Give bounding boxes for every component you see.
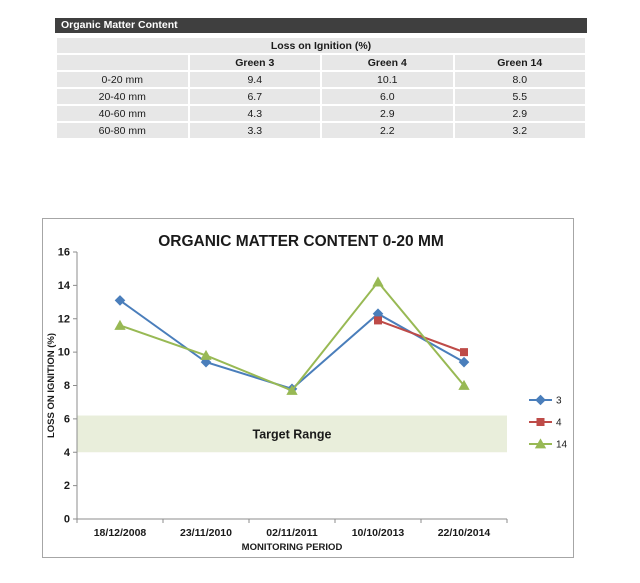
- legend-marker-14: [534, 438, 547, 449]
- y-tick-label: 0: [64, 514, 70, 526]
- y-tick-label: 2: [64, 480, 70, 492]
- row-label: 60-80 mm: [57, 123, 188, 138]
- table-column-header-row: Green 3 Green 4 Green 14: [57, 55, 585, 70]
- cell: 6.7: [189, 89, 320, 104]
- chart-title: ORGANIC MATTER CONTENT 0-20 MM: [158, 233, 444, 250]
- table-row: 0-20 mm 9.4 10.1 8.0: [57, 72, 585, 87]
- cell: 8.0: [454, 72, 585, 87]
- col-header-green4: Green 4: [322, 55, 453, 70]
- cell: 9.4: [189, 72, 320, 87]
- cell: 4.3: [189, 106, 320, 121]
- x-tick-label: 23/11/2010: [180, 527, 232, 539]
- cell: 3.3: [189, 123, 320, 138]
- row-label: 20-40 mm: [57, 89, 188, 104]
- series-marker-4: [460, 348, 468, 357]
- x-tick-label: 18/12/2008: [94, 527, 147, 539]
- legend-label-3: 3: [556, 396, 562, 407]
- legend-label-14: 14: [556, 440, 568, 451]
- cell: 6.0: [322, 89, 453, 104]
- col-header-green3: Green 3: [189, 55, 320, 70]
- y-tick-label: 8: [64, 380, 70, 392]
- x-tick-label: 02/11/2011: [266, 527, 318, 539]
- series-line-4: [377, 319, 465, 354]
- y-axis-title: LOSS ON IGNITION (%): [46, 333, 57, 438]
- x-axis-title: MONITORING PERIOD: [242, 542, 343, 553]
- row-label: 0-20 mm: [57, 72, 188, 87]
- y-tick-label: 10: [58, 347, 70, 359]
- cell: 2.2: [322, 123, 453, 138]
- series-marker-14: [286, 384, 298, 395]
- y-tick-label: 4: [64, 447, 71, 459]
- series-marker-4: [374, 316, 382, 325]
- series-marker-14: [114, 319, 126, 330]
- y-tick-label: 12: [58, 313, 70, 325]
- organic-matter-table: Organic Matter Content Loss on Ignition …: [55, 18, 587, 140]
- cell: 10.1: [322, 72, 453, 87]
- series-marker-14: [458, 379, 470, 390]
- legend-marker-4: [536, 418, 545, 426]
- col-header-empty: [57, 55, 188, 70]
- target-range-label: Target Range: [253, 427, 332, 441]
- cell: 5.5: [454, 89, 585, 104]
- series-marker-3: [458, 356, 470, 368]
- table-row: 60-80 mm 3.3 2.2 3.2: [57, 123, 585, 138]
- chart-svg: Target Range ORGANIC MATTER CONTENT 0-20 …: [46, 233, 568, 553]
- data-table: Loss on Ignition (%) Green 3 Green 4 Gre…: [55, 36, 587, 140]
- x-tick-label: 22/10/2014: [438, 527, 491, 539]
- legend-marker-3: [535, 394, 546, 406]
- cell: 3.2: [454, 123, 585, 138]
- col-header-green14: Green 14: [454, 55, 585, 70]
- table-row: 40-60 mm 4.3 2.9 2.9: [57, 106, 585, 121]
- x-tick-label: 10/10/2013: [352, 527, 405, 539]
- legend-label-4: 4: [556, 418, 562, 429]
- table-span-header-row: Loss on Ignition (%): [57, 38, 585, 53]
- series-marker-3: [114, 295, 126, 306]
- row-label: 40-60 mm: [57, 106, 188, 121]
- table-title-bar: Organic Matter Content: [55, 18, 587, 33]
- table-row: 20-40 mm 6.7 6.0 5.5: [57, 89, 585, 104]
- series-line-3: [119, 299, 465, 390]
- table-span-header: Loss on Ignition (%): [57, 38, 585, 53]
- series-marker-14: [200, 349, 212, 360]
- y-tick-label: 6: [64, 413, 70, 425]
- cell: 2.9: [322, 106, 453, 121]
- chart-container: Target Range ORGANIC MATTER CONTENT 0-20 …: [42, 218, 574, 558]
- cell: 2.9: [454, 106, 585, 121]
- y-tick-label: 14: [58, 280, 71, 292]
- series-marker-14: [372, 276, 384, 287]
- y-tick-label: 16: [58, 247, 70, 259]
- target-range-band: [77, 415, 507, 453]
